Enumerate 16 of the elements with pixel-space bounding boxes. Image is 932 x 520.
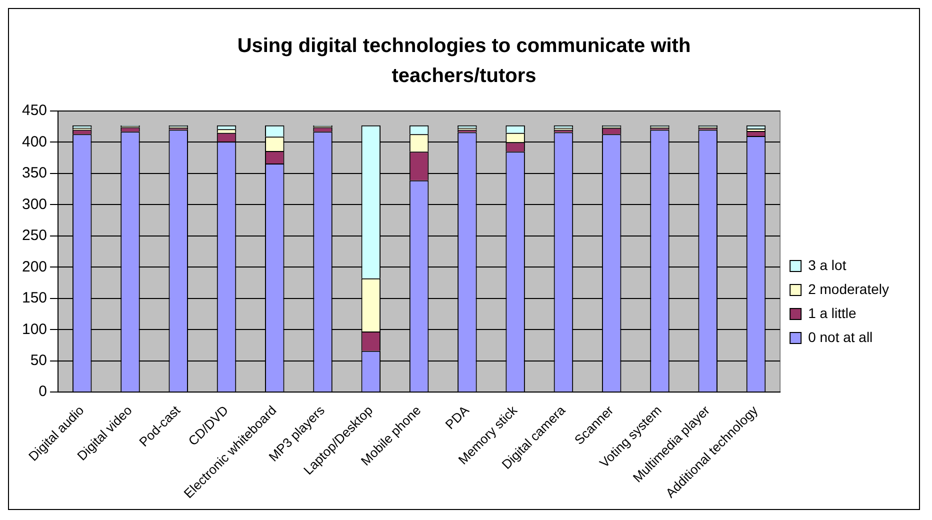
legend-label: 1 a little [808,304,857,321]
legend-label: 2 moderately [808,280,890,297]
y-tick-label: 300 [22,196,48,213]
y-tick-label: 350 [22,164,48,182]
y-tick-label: 250 [22,227,48,244]
legend-label: 3 a lot [808,256,846,273]
y-tick-label: 50 [30,352,48,369]
y-tick-label: 0 [38,383,48,400]
x-tick-label: PDA [442,402,472,432]
y-tick-label: 200 [22,258,48,276]
y-tick-label: 100 [22,320,48,338]
y-tick-label: 150 [22,290,48,307]
chart-title: Using digital technologies to communicate with teachers/tutors [236,34,692,89]
y-tick-label: 400 [22,133,48,150]
legend-label: 0 not at all [808,328,873,345]
y-tick-label: 450 [22,102,48,120]
